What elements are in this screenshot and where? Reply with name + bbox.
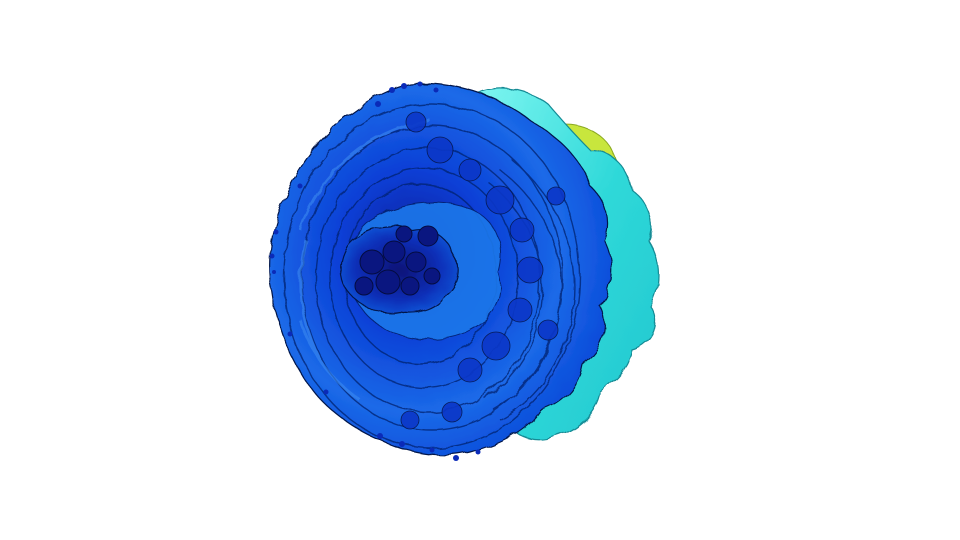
core-blobs — [354, 225, 441, 296]
contour-lines — [283, 103, 581, 449]
surface-blobs — [400, 111, 566, 430]
edge-speckles — [269, 81, 481, 461]
